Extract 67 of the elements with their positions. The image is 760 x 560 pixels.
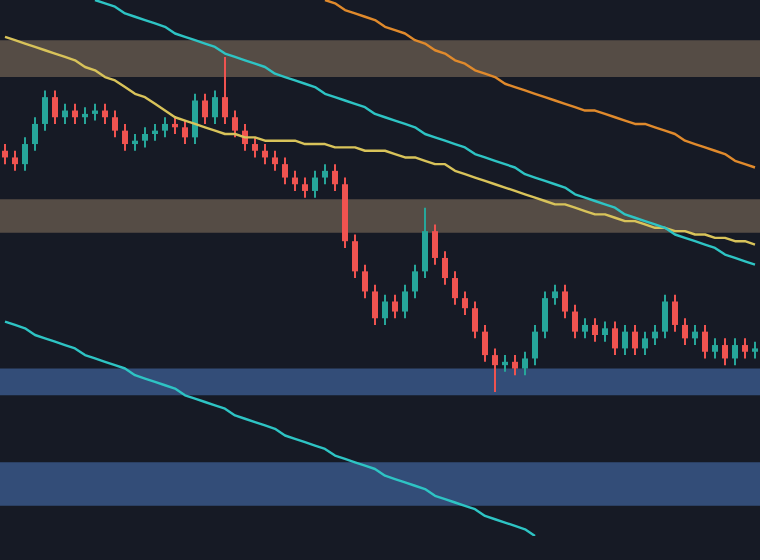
candlestick — [432, 223, 438, 266]
candlestick — [102, 102, 108, 125]
candlestick — [2, 143, 8, 166]
candlestick — [552, 283, 558, 306]
candlestick — [472, 300, 478, 340]
candlestick — [512, 354, 518, 377]
candlestick — [622, 323, 628, 357]
candlestick — [412, 263, 418, 300]
candlestick — [592, 317, 598, 343]
candlestick — [672, 293, 678, 333]
candlestick — [182, 119, 188, 146]
candlestick — [452, 270, 458, 306]
candlestick — [602, 320, 608, 343]
candlestick — [252, 136, 258, 159]
candlestick — [272, 149, 278, 172]
candlestick — [742, 337, 748, 360]
candlestick — [282, 156, 288, 186]
candlestick — [582, 317, 588, 340]
candlestick — [442, 250, 448, 286]
candlestick — [292, 169, 298, 192]
candlestick — [302, 176, 308, 199]
candlestick — [562, 283, 568, 320]
candlestick — [612, 320, 618, 357]
candlestick — [12, 149, 18, 172]
candlestick — [642, 330, 648, 357]
candlestick — [722, 337, 728, 367]
candlestick — [112, 109, 118, 139]
candlestick — [202, 92, 208, 125]
candlestick — [22, 136, 28, 172]
candlestick — [312, 169, 318, 199]
candlestick — [392, 293, 398, 320]
candlestick — [712, 337, 718, 360]
candlestick — [682, 317, 688, 347]
candlestick — [732, 337, 738, 367]
candlestick — [222, 55, 228, 125]
candlestick — [522, 350, 528, 377]
candlestick — [702, 323, 708, 360]
candlestick — [482, 323, 488, 363]
candlestick — [52, 89, 58, 125]
candlestick — [122, 122, 128, 152]
candlestick — [662, 293, 668, 340]
candlestick — [692, 323, 698, 347]
candlestick — [322, 163, 328, 186]
candlestick — [492, 347, 498, 393]
candlestick — [212, 89, 218, 125]
candlestick — [372, 283, 378, 326]
candlestick — [422, 206, 428, 280]
candlestick — [162, 116, 168, 139]
candlestick — [262, 143, 268, 166]
candlestick — [62, 102, 68, 125]
candlestick — [32, 116, 38, 152]
candlestick — [142, 126, 148, 149]
candlestick — [572, 303, 578, 340]
candlestick — [332, 163, 338, 192]
candlestick — [462, 290, 468, 316]
candlestick — [352, 233, 358, 280]
candlestick — [382, 293, 388, 326]
candlestick — [532, 323, 538, 367]
candlestick — [232, 109, 238, 139]
candlestick — [362, 263, 368, 300]
candlestick — [632, 323, 638, 357]
candlestick — [542, 290, 548, 340]
candlestick — [652, 323, 658, 347]
candlestick — [42, 89, 48, 132]
candlestick — [402, 283, 408, 320]
candlestick — [192, 92, 198, 146]
candlestick — [72, 102, 78, 125]
